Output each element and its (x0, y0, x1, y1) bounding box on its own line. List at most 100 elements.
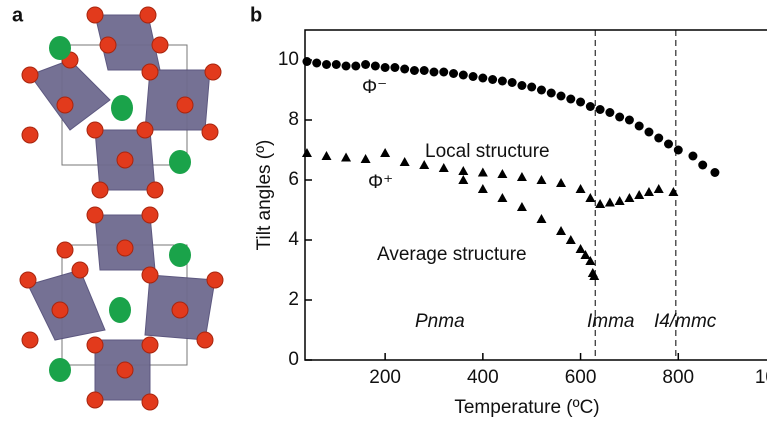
triangle-marker (497, 193, 508, 202)
y-tick-label: 2 (288, 289, 299, 310)
triangle-marker (595, 199, 606, 208)
circle-marker (439, 67, 449, 77)
x-tick-label: 600 (565, 367, 597, 388)
oxygen-atoms (19, 6, 224, 411)
circle-marker (576, 97, 586, 107)
circle-marker (546, 88, 556, 98)
circle-marker (517, 81, 527, 90)
circle-marker (468, 72, 478, 81)
circle-marker (361, 60, 371, 69)
panel-label: b (250, 4, 262, 26)
circle-marker (688, 151, 698, 161)
annotation: Φ⁺ (368, 172, 393, 193)
triangle-marker (477, 184, 488, 193)
circle-marker (595, 105, 605, 114)
triangle-marker (604, 197, 615, 207)
circle-marker (624, 115, 634, 125)
circle-marker (449, 69, 459, 78)
triangle-marker (477, 167, 488, 177)
triangle-marker (516, 172, 527, 181)
circle-marker (556, 91, 566, 101)
circle-marker (458, 70, 468, 80)
triangle-marker (458, 166, 469, 175)
circle-marker (341, 61, 351, 71)
triangle-marker (643, 187, 654, 196)
triangle-marker (668, 187, 679, 196)
phase-label: Imma (587, 311, 635, 332)
y-tick-label: 8 (288, 109, 299, 130)
circle-marker (710, 168, 720, 177)
x-tick-label: 1000 (755, 367, 767, 388)
circle-marker (507, 78, 517, 87)
triangle-marker (624, 193, 635, 202)
circle-marker (673, 145, 683, 155)
circle-marker (331, 60, 341, 69)
circle-marker (605, 108, 615, 117)
circle-marker (351, 61, 361, 71)
triangle-marker (614, 196, 625, 205)
calcium-atoms (49, 36, 191, 382)
circle-marker (585, 102, 595, 111)
circle-marker (400, 64, 410, 74)
triangle-marker (399, 157, 410, 166)
triangle-marker (360, 154, 371, 163)
triangle-marker (458, 175, 469, 184)
triangle-marker (516, 202, 527, 211)
circle-marker (321, 60, 331, 69)
y-tick-label: 10 (278, 49, 299, 70)
circle-marker (370, 61, 380, 71)
annotation: Φ⁻ (362, 77, 387, 98)
triangle-marker (653, 184, 664, 193)
circle-marker (390, 63, 400, 72)
triangle-marker (536, 175, 547, 184)
circle-marker (654, 133, 664, 143)
triangle-marker (536, 214, 547, 223)
circle-marker (644, 127, 654, 137)
triangle-marker (575, 184, 586, 193)
y-tick-label: 6 (288, 169, 299, 190)
y-tick-label: 0 (288, 349, 299, 370)
triangle-marker (419, 160, 430, 169)
circle-marker (409, 66, 419, 75)
phase-label: Pnma (415, 311, 465, 332)
triangle-marker (341, 152, 352, 162)
triangle-marker (634, 190, 645, 199)
circle-marker (419, 66, 429, 75)
circle-marker (527, 82, 537, 92)
plot-frame (304, 29, 767, 361)
circle-marker (488, 75, 498, 84)
circle-marker (634, 121, 644, 131)
circle-marker (698, 160, 708, 170)
triangle-marker (565, 235, 576, 244)
phase-label: I4/mmc (654, 311, 717, 332)
annotation: Local structure (425, 141, 550, 162)
circle-marker (536, 85, 546, 95)
x-tick-label: 200 (369, 367, 401, 388)
triangle-marker (575, 244, 586, 253)
crystal-structure (19, 6, 224, 411)
x-axis-label: Temperature (ºC) (454, 397, 599, 418)
circle-marker (478, 73, 488, 83)
triangle-marker (380, 148, 391, 157)
triangle-marker (589, 271, 600, 280)
triangle-marker (585, 193, 596, 202)
x-tick-label: 400 (467, 367, 499, 388)
triangle-marker (556, 226, 567, 235)
panel-label: a (12, 4, 24, 26)
circle-marker (429, 67, 439, 77)
annotation: Average structure (377, 244, 527, 265)
triangle-marker (585, 256, 596, 265)
circle-marker (497, 76, 507, 86)
octahedron (29, 59, 111, 131)
circle-marker (566, 94, 576, 104)
triangle-marker (556, 178, 567, 187)
triangle-marker (497, 169, 508, 178)
circle-marker (302, 57, 312, 66)
triangle-marker (301, 148, 312, 157)
circle-marker (664, 139, 674, 149)
x-tick-label: 800 (662, 367, 694, 388)
y-axis-label: Tilt angles (º) (254, 140, 275, 251)
triangle-marker (321, 151, 332, 160)
y-tick-label: 4 (288, 229, 299, 250)
